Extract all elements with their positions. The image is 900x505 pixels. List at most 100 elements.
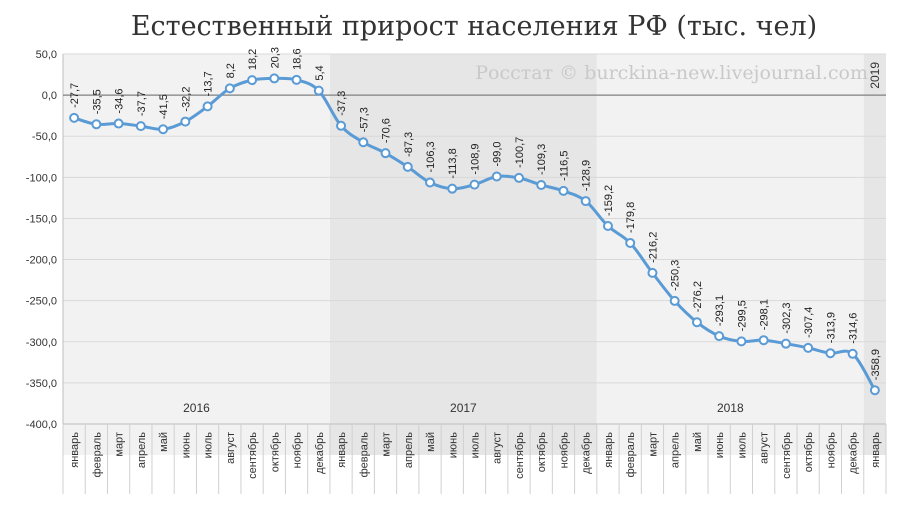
x-tick-label: май <box>692 432 704 452</box>
data-point <box>736 336 747 347</box>
y-tick-label: -100,0 <box>26 172 57 184</box>
y-tick-label: -400,0 <box>26 419 57 431</box>
data-label: -116,5 <box>558 151 570 181</box>
data-point <box>380 148 391 159</box>
x-tick-label: август <box>759 432 771 464</box>
data-label: 18,2 <box>247 49 259 70</box>
y-tick-label: 50,0 <box>36 49 57 61</box>
x-tick-label: октябрь <box>269 432 281 472</box>
x-tick-label: март <box>114 432 126 457</box>
x-tick-label: февраль <box>625 432 637 478</box>
x-tick-label: март <box>381 432 393 457</box>
data-point <box>91 119 102 130</box>
data-label: -37,7 <box>136 91 148 116</box>
data-point <box>336 120 347 131</box>
data-point <box>313 85 324 96</box>
data-points <box>69 73 880 396</box>
data-point <box>402 161 413 172</box>
data-label: -34,6 <box>114 88 126 113</box>
data-point <box>224 83 235 94</box>
data-label: -32,2 <box>180 87 192 112</box>
data-label: -108,9 <box>470 143 482 174</box>
data-point <box>491 171 502 182</box>
y-tick-label: -200,0 <box>26 255 57 267</box>
year-bands <box>63 54 886 455</box>
data-point <box>803 342 814 353</box>
year-band-2017 <box>329 54 597 455</box>
x-tick-label: май <box>158 432 170 452</box>
x-tick-label: июнь <box>714 432 726 458</box>
data-label: -250,3 <box>670 260 682 291</box>
data-point <box>513 172 524 183</box>
data-label: -113,8 <box>447 148 459 178</box>
x-tick-label: декабрь <box>581 432 593 474</box>
data-point <box>180 116 191 127</box>
data-label: -106,3 <box>425 141 437 172</box>
year-label-2016: 2016 <box>183 401 210 415</box>
x-tick-label: июль <box>736 432 748 459</box>
chart-title: Естественный прирост населения РФ (тыс. … <box>131 11 817 42</box>
x-tick-label: ноябрь <box>825 432 837 469</box>
x-tick-label: октябрь <box>536 432 548 472</box>
data-point <box>425 177 436 188</box>
data-label: 8,2 <box>225 63 237 78</box>
x-tick-label: январь <box>603 432 615 468</box>
x-tick-label: июнь <box>447 432 459 458</box>
data-label: 20,3 <box>269 47 281 68</box>
data-point <box>247 75 258 86</box>
x-tick-label: февраль <box>358 432 370 478</box>
x-tick-label: сентябрь <box>781 432 793 479</box>
data-point <box>825 348 836 359</box>
data-point <box>669 295 680 306</box>
x-tick-label: сентябрь <box>247 432 259 479</box>
y-tick-label: -250,0 <box>26 296 57 308</box>
x-tick-label: август <box>225 432 237 464</box>
data-labels: -27,7 -35,5 -34,6 -37,7 -41,5 -32,2 -13,7 8,2 18… <box>69 47 882 380</box>
data-label: -299,5 <box>736 300 748 331</box>
x-tick-label: ноябрь <box>292 432 304 469</box>
data-label: -99,0 <box>492 141 504 166</box>
data-point <box>580 196 591 207</box>
year-band-2019 <box>863 54 886 455</box>
x-tick-label: май <box>425 432 437 452</box>
data-label: -87,3 <box>403 132 415 157</box>
x-tick-label: ноябрь <box>558 432 570 469</box>
data-point <box>447 183 458 194</box>
data-label: -159,2 <box>603 185 615 216</box>
data-label: -100,7 <box>514 137 526 168</box>
x-tick-label: январь <box>870 432 882 468</box>
data-label: -70,6 <box>381 118 393 143</box>
data-point <box>780 338 791 349</box>
x-tick-label: сентябрь <box>514 432 526 479</box>
data-label: -179,8 <box>625 202 637 233</box>
data-label: -57,3 <box>358 107 370 132</box>
y-tick-labels: 50,0 0,0 -50,0 -100,0 -150,0 -200,0 -250,0 -300… <box>26 49 57 431</box>
data-label: -307,4 <box>803 307 815 338</box>
data-label: -35,5 <box>91 89 103 114</box>
data-point <box>158 124 169 135</box>
watermark: Росстат © burckina-new.livejournal.com <box>475 62 868 84</box>
x-tick-label: апрель <box>136 432 148 468</box>
data-label: 18,6 <box>292 48 304 69</box>
y-tick-label: -150,0 <box>26 213 57 225</box>
year-band-2016 <box>63 54 330 455</box>
year-label-2018: 2018 <box>717 401 744 415</box>
y-tick-label: -300,0 <box>26 337 57 349</box>
x-tick-label: январь <box>69 432 81 468</box>
year-label-2019: 2019 <box>868 62 882 89</box>
year-band-2018 <box>596 54 864 455</box>
data-label: -302,3 <box>781 302 793 333</box>
data-point <box>269 73 280 84</box>
data-point <box>869 385 880 396</box>
y-tick-label: 0,0 <box>42 90 57 102</box>
data-label: -109,3 <box>536 144 548 175</box>
x-tick-label: март <box>647 432 659 457</box>
y-tick-label: -50,0 <box>32 131 57 143</box>
data-label: -13,7 <box>203 71 215 96</box>
x-tick-label: июль <box>203 432 215 459</box>
data-point <box>469 179 480 190</box>
data-label: 5,4 <box>314 65 326 80</box>
x-tick-label: февраль <box>91 432 103 478</box>
data-point <box>536 179 547 190</box>
